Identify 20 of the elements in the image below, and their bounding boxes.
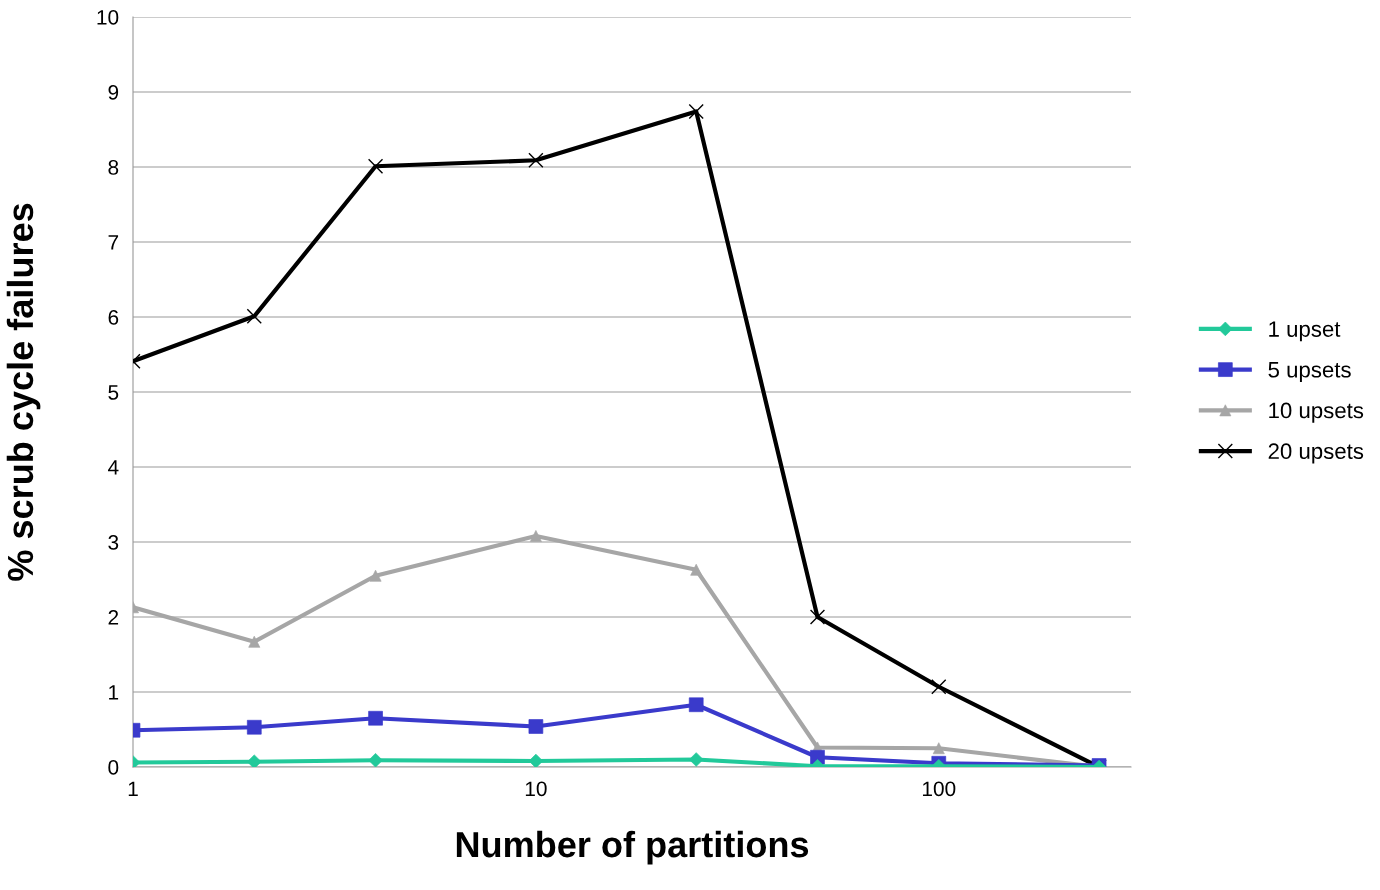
x-tick-label: 10 — [525, 781, 547, 797]
y-tick-label: 5 — [108, 385, 119, 400]
legend-label: 10 upsets — [1269, 402, 1364, 423]
legend-label: 20 upsets — [1268, 443, 1364, 464]
y-tick-label: 3 — [108, 535, 119, 550]
y-tick-label: 7 — [108, 235, 119, 250]
y-tick-label: 0 — [108, 760, 119, 775]
y-tick-label: 4 — [108, 460, 119, 475]
y-tick-label: 2 — [108, 610, 119, 625]
y-axis-title: % scrub cycle failures — [6, 203, 41, 581]
legend-label: 1 upset — [1269, 321, 1341, 342]
legend-label: 5 upsets — [1268, 362, 1351, 382]
x-tick-label: 100 — [922, 781, 956, 797]
y-tick-label: 10 — [97, 10, 119, 25]
y-tick-label: 9 — [108, 85, 119, 100]
y-tick-label: 1 — [109, 685, 119, 700]
y-tick-label: 8 — [108, 160, 119, 175]
x-tick-label: 1 — [128, 781, 138, 796]
x-axis-title: Number of partitions — [456, 830, 809, 865]
y-tick-label: 6 — [108, 310, 119, 325]
